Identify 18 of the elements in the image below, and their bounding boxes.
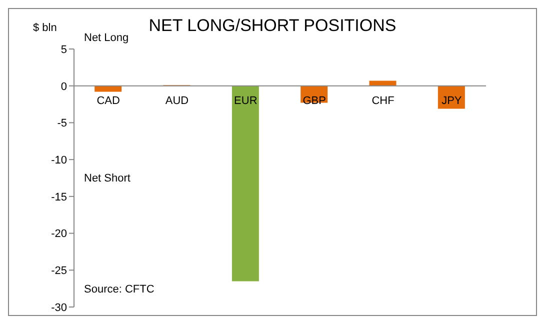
y-tick-label: -5	[57, 118, 67, 130]
x-tick-label: CAD	[96, 94, 120, 107]
chart-title: NET LONG/SHORT POSITIONS	[148, 16, 396, 35]
annotation: Net Short	[84, 172, 130, 185]
y-tick-label: -25	[51, 265, 67, 278]
y-tick-label: -15	[51, 191, 67, 204]
x-tick-label: JPY	[442, 94, 462, 107]
y-tick-label: -20	[51, 228, 67, 240]
y-tick-label: -30	[51, 302, 67, 314]
y-tick-label: 5	[60, 44, 67, 56]
y-tick-label: 0	[60, 80, 67, 93]
x-tick-label: EUR	[234, 94, 258, 107]
x-tick-label: CHF	[372, 94, 395, 107]
annotation: Source: CFTC	[84, 283, 154, 296]
y-tick-label: -10	[51, 154, 67, 166]
text: Net Long	[84, 32, 129, 44]
y-axis-title: $ bln	[33, 22, 57, 34]
x-tick-label: AUD	[165, 94, 189, 107]
